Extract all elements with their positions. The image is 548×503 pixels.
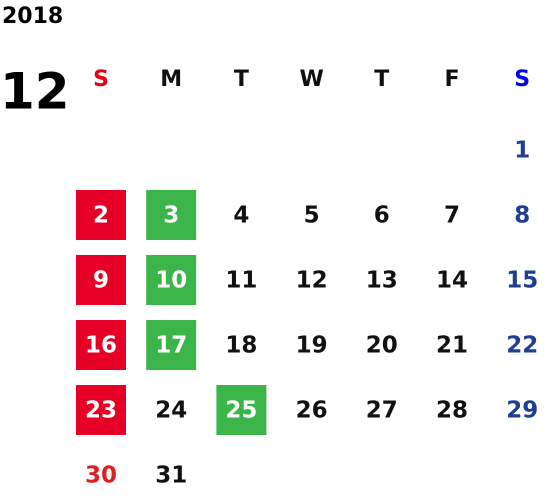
day-highlight bbox=[76, 385, 126, 435]
day-number: 8 bbox=[514, 203, 530, 229]
day-number: 19 bbox=[296, 333, 328, 359]
day-highlight bbox=[216, 385, 267, 435]
day-number: 22 bbox=[506, 333, 538, 359]
day-number: 5 bbox=[304, 203, 320, 229]
year: 2018 bbox=[2, 4, 63, 29]
day-number: 2 bbox=[93, 203, 109, 229]
day-number: 26 bbox=[296, 398, 328, 424]
day-number: 25 bbox=[225, 398, 257, 424]
weekday-label: T bbox=[234, 67, 249, 92]
day-number: 15 bbox=[506, 268, 538, 294]
day-number: 14 bbox=[436, 268, 468, 294]
weekday-label: W bbox=[299, 67, 323, 92]
day-number: 30 bbox=[85, 463, 117, 489]
day-number: 12 bbox=[296, 268, 328, 294]
day-highlight bbox=[146, 255, 197, 305]
weekday-label: F bbox=[444, 67, 459, 92]
weekday-label: S bbox=[514, 67, 530, 92]
day-number: 20 bbox=[366, 333, 398, 359]
weekday-label: S bbox=[93, 67, 109, 92]
day-number: 3 bbox=[163, 203, 179, 229]
month: 12 bbox=[0, 63, 70, 121]
day-highlight bbox=[76, 190, 126, 240]
day-highlight bbox=[76, 320, 126, 370]
day-number: 28 bbox=[436, 398, 468, 424]
day-number: 31 bbox=[155, 463, 187, 489]
day-highlight bbox=[76, 255, 126, 305]
day-number: 21 bbox=[436, 333, 468, 359]
day-number: 11 bbox=[225, 268, 257, 294]
day-number: 17 bbox=[155, 333, 187, 359]
day-number: 4 bbox=[233, 203, 249, 229]
day-number: 9 bbox=[93, 268, 109, 294]
day-number: 29 bbox=[506, 398, 538, 424]
day-number: 10 bbox=[155, 268, 187, 294]
day-number: 7 bbox=[444, 203, 460, 229]
day-number: 24 bbox=[155, 398, 187, 424]
weekday-label: T bbox=[374, 67, 389, 92]
day-number: 23 bbox=[85, 398, 117, 424]
day-number: 13 bbox=[366, 268, 398, 294]
day-number: 18 bbox=[225, 333, 257, 359]
day-highlight bbox=[146, 190, 197, 240]
day-number: 6 bbox=[374, 203, 390, 229]
day-number: 16 bbox=[85, 333, 117, 359]
day-number: 27 bbox=[366, 398, 398, 424]
day-highlight bbox=[146, 320, 197, 370]
weekday-label: M bbox=[160, 67, 182, 92]
day-number: 1 bbox=[514, 138, 530, 164]
